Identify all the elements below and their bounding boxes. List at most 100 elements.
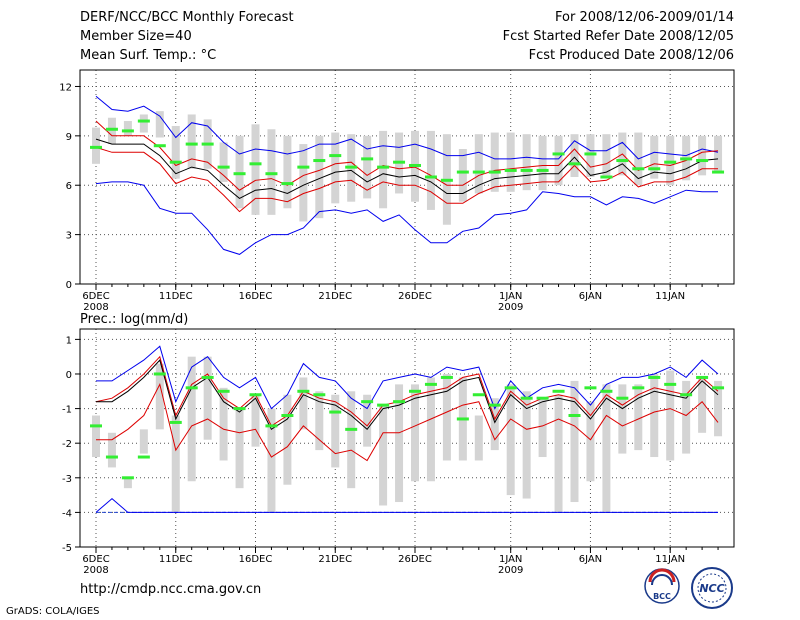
spread-bar <box>219 387 228 461</box>
median-marker <box>584 386 597 390</box>
y-tick-label: 9 <box>66 132 72 143</box>
median-marker <box>472 393 485 397</box>
median-marker <box>424 382 437 386</box>
spread-bar <box>395 384 404 503</box>
x-tick-year: 2009 <box>498 302 523 313</box>
median-marker <box>409 389 421 393</box>
spread-bar <box>586 134 595 177</box>
median-marker <box>488 170 501 174</box>
median-marker <box>680 157 693 161</box>
bcc-logo: BCC <box>644 568 680 604</box>
median-marker <box>552 152 565 156</box>
x-tick-label: 6DEC <box>82 291 109 302</box>
median-marker <box>520 396 533 400</box>
spread-bar <box>315 135 324 219</box>
variable-label: Mean Surf. Temp.: °C <box>80 48 217 63</box>
median-marker <box>297 389 310 393</box>
median-marker <box>297 165 310 169</box>
median-marker <box>233 407 246 411</box>
median-marker <box>504 386 517 390</box>
y-tick-label: 0 <box>66 280 72 291</box>
forecast-produced-label: Fcst Produced Date 2008/12/06 <box>528 48 734 63</box>
median-marker <box>313 159 326 163</box>
median-marker <box>249 162 262 166</box>
median-marker <box>616 396 629 400</box>
x-tick-label: 11DEC <box>159 554 193 565</box>
spread-bar <box>618 384 627 454</box>
spread-bar <box>650 135 659 179</box>
median-marker <box>536 396 549 400</box>
bcc-logo-text: BCC <box>653 592 671 601</box>
x-tick-label: 21DEC <box>318 291 352 302</box>
x-tick-label: 6JAN <box>579 554 602 565</box>
median-marker <box>552 389 565 393</box>
median-marker <box>90 145 102 149</box>
x-tick-label: 26DEC <box>398 291 432 302</box>
series-line-max <box>95 95 719 160</box>
median-marker <box>568 162 581 166</box>
spread-bar <box>554 135 563 186</box>
spread-bar <box>187 114 196 169</box>
median-marker <box>696 159 709 163</box>
median-marker <box>680 393 693 397</box>
spread-bar <box>586 401 595 482</box>
y-tick-label: 3 <box>66 231 72 242</box>
spread-bar <box>107 432 116 468</box>
median-marker <box>281 182 294 186</box>
median-marker <box>217 389 230 393</box>
spread-bar <box>267 129 276 215</box>
median-marker <box>281 414 294 418</box>
median-marker <box>201 142 214 146</box>
y-tick-label: -4 <box>62 508 72 519</box>
median-marker <box>169 420 182 424</box>
median-marker <box>377 165 390 169</box>
grads-credit: GrADS: COLA/IGES <box>6 606 100 617</box>
spread-bar <box>522 391 531 499</box>
spread-bar <box>554 394 563 513</box>
y-tick-label: -2 <box>62 439 72 450</box>
median-marker <box>440 178 453 182</box>
median-marker <box>265 424 278 428</box>
median-marker <box>632 386 645 390</box>
spread-bar <box>123 477 132 489</box>
spread-bar <box>426 377 435 482</box>
spread-bar <box>299 144 308 222</box>
spread-bar <box>155 363 164 430</box>
spread-bar <box>379 405 388 506</box>
median-marker <box>313 393 326 397</box>
plot-frame <box>79 328 735 548</box>
spread-bar <box>203 356 212 440</box>
y-tick-label: 1 <box>66 335 72 346</box>
spread-bar <box>315 391 324 451</box>
median-marker <box>105 455 118 459</box>
chart-title: DERF/NCC/BCC Monthly Forecast <box>80 10 294 25</box>
median-marker <box>456 417 469 421</box>
median-marker <box>632 167 645 171</box>
y-tick-label: -5 <box>62 543 72 554</box>
spread-bar <box>219 142 228 182</box>
series-line-max <box>96 345 719 410</box>
spread-bar <box>187 356 196 482</box>
x-tick-label: 1JAN <box>499 291 522 302</box>
median-marker <box>361 400 374 404</box>
median-marker <box>520 168 533 172</box>
spread-bar <box>474 134 483 194</box>
y-tick-label: 12 <box>59 82 72 93</box>
x-tick-year: 2008 <box>83 565 108 576</box>
median-marker <box>169 160 182 164</box>
spread-bar <box>363 394 372 447</box>
series-line-upper <box>95 355 719 427</box>
median-marker <box>584 152 597 156</box>
spread-bar <box>155 111 164 138</box>
spread-bar <box>698 135 707 176</box>
spread-bar <box>666 370 675 461</box>
series-line-mean <box>95 138 719 199</box>
median-marker <box>361 157 374 161</box>
spread-bar <box>426 130 435 210</box>
median-marker <box>648 167 661 171</box>
x-tick-label: 6JAN <box>579 291 602 302</box>
spread-bar <box>474 415 483 461</box>
median-marker <box>217 165 230 169</box>
